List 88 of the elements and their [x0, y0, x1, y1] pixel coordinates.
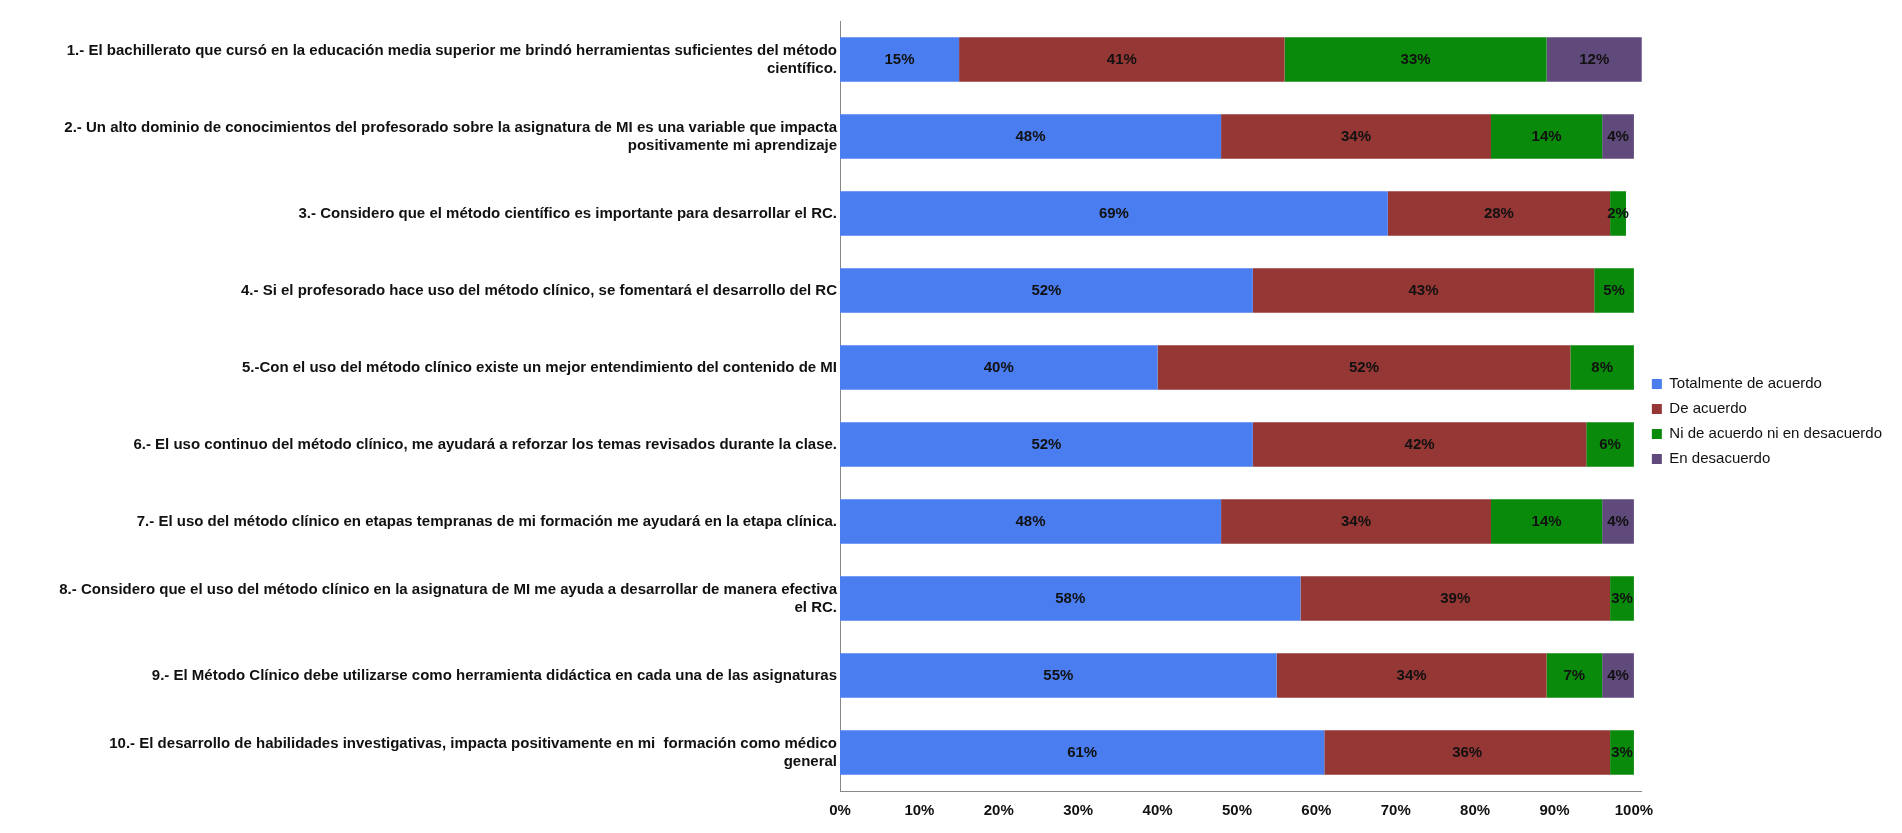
bar	[840, 37, 960, 82]
bar	[1221, 114, 1492, 159]
bar	[840, 576, 1301, 621]
y-tick-label: 4.- Si el profesorado hace uso del método clínico, se fomentará el desarrollo del RC	[241, 280, 838, 298]
data-label: 34%	[1396, 665, 1427, 683]
bar	[1300, 576, 1611, 621]
y-tick-label: 1.- El bachillerato que cursó en la educación media superior me brindó herramientas suficientes del método científico.	[66, 40, 837, 76]
bar	[1546, 653, 1603, 698]
x-tick-label: 100%	[1614, 801, 1654, 819]
data-label: 61%	[1067, 742, 1098, 760]
bar	[1276, 653, 1547, 698]
y-tick-label: 7.- El uso del método clínico en etapas tempranas de mi formación me ayudará en la etapa clínica.	[136, 511, 837, 529]
x-tick-label: 0%	[829, 801, 851, 819]
bar	[1594, 268, 1634, 313]
bar	[1324, 730, 1611, 775]
bar	[1602, 499, 1634, 544]
data-label: 28%	[1483, 203, 1514, 221]
bar	[1586, 422, 1634, 467]
data-label: 40%	[983, 357, 1014, 375]
data-label: 4%	[1607, 665, 1629, 683]
x-tick-label: 60%	[1301, 801, 1332, 819]
data-label: 3%	[1611, 588, 1633, 606]
data-label: 58%	[1055, 588, 1086, 606]
bar	[1157, 345, 1571, 390]
bar	[840, 114, 1222, 159]
bar	[1546, 37, 1642, 82]
data-label: 4%	[1607, 511, 1629, 529]
y-tick-label: 3.- Considero que el método científico es importante para desarrollar el RC.	[298, 203, 837, 221]
y-tick-label: 8.- Considero que el uso del método clínico en la asignatura de MI me ayuda a desarrollar de manera efectiva el RC.	[59, 579, 838, 615]
y-tick-label: 6.- El uso continuo del método clínico, me ayudará a reforzar los temas revisados durante la clase.	[133, 434, 837, 452]
bar	[840, 499, 1222, 544]
y-tick-label: 9.- El Método Clínico debe utilizarse como herramienta didáctica en cada una de las asignaturas	[151, 665, 837, 683]
bar	[1491, 499, 1603, 544]
data-label: 48%	[1015, 511, 1046, 529]
bar	[840, 191, 1388, 236]
x-tick-label: 10%	[904, 801, 935, 819]
x-tick-label: 50%	[1221, 801, 1252, 819]
data-label: 43%	[1408, 280, 1439, 298]
bar	[840, 653, 1277, 698]
data-label: 14%	[1531, 126, 1562, 144]
data-label: 39%	[1440, 588, 1471, 606]
legend-label: En desacuerdo	[1669, 449, 1771, 467]
bar	[1284, 37, 1547, 82]
bar	[840, 730, 1325, 775]
data-label: 34%	[1341, 511, 1372, 529]
data-label: 48%	[1015, 126, 1046, 144]
bar	[1252, 422, 1587, 467]
data-label: 55%	[1043, 665, 1074, 683]
data-label: 15%	[884, 49, 915, 67]
y-tick-label: 2.- Un alto dominio de conocimientos del profesorado sobre la asignatura de MI es una variable que impacta positivamente mi aprendizaje	[64, 117, 838, 153]
bar	[1221, 499, 1492, 544]
data-label: 33%	[1400, 49, 1431, 67]
bar	[1602, 114, 1634, 159]
bar	[840, 422, 1253, 467]
bar	[959, 37, 1285, 82]
data-label: 34%	[1341, 126, 1372, 144]
bar	[1602, 653, 1634, 698]
data-label: 52%	[1031, 280, 1062, 298]
data-label: 12%	[1579, 49, 1610, 67]
bar	[840, 268, 1253, 313]
data-label: 8%	[1591, 357, 1613, 375]
data-label: 3%	[1611, 742, 1633, 760]
bar	[1570, 345, 1634, 390]
data-label: 5%	[1603, 280, 1625, 298]
bar	[1252, 268, 1595, 313]
data-label: 52%	[1031, 434, 1062, 452]
bar	[840, 345, 1158, 390]
data-label: 4%	[1607, 126, 1629, 144]
y-tick-label: 5.-Con el uso del método clínico existe un mejor entendimiento del contenido de MI	[241, 357, 837, 375]
legend-label: Totalmente de acuerdo	[1669, 374, 1822, 392]
bar	[1491, 114, 1603, 159]
legend-label: Ni de acuerdo ni en desacuerdo	[1669, 424, 1883, 442]
data-label: 69%	[1098, 203, 1129, 221]
y-tick-label: 10.- El desarrollo de habilidades investigativas, impacta positivamente en mi formación como médico general	[109, 733, 837, 769]
data-label: 7%	[1563, 665, 1586, 683]
x-tick-label: 70%	[1380, 801, 1411, 819]
data-label: 14%	[1531, 511, 1562, 529]
data-label: 36%	[1452, 742, 1483, 760]
data-label: 42%	[1404, 434, 1435, 452]
x-tick-label: 40%	[1142, 801, 1173, 819]
legend-label: De acuerdo	[1669, 399, 1747, 417]
x-tick-label: 20%	[983, 801, 1014, 819]
x-tick-label: 80%	[1460, 801, 1491, 819]
x-tick-label: 30%	[1063, 801, 1094, 819]
data-label: 41%	[1106, 49, 1137, 67]
data-label: 6%	[1599, 434, 1621, 452]
x-tick-label: 90%	[1539, 801, 1570, 819]
data-label: 52%	[1348, 357, 1379, 375]
